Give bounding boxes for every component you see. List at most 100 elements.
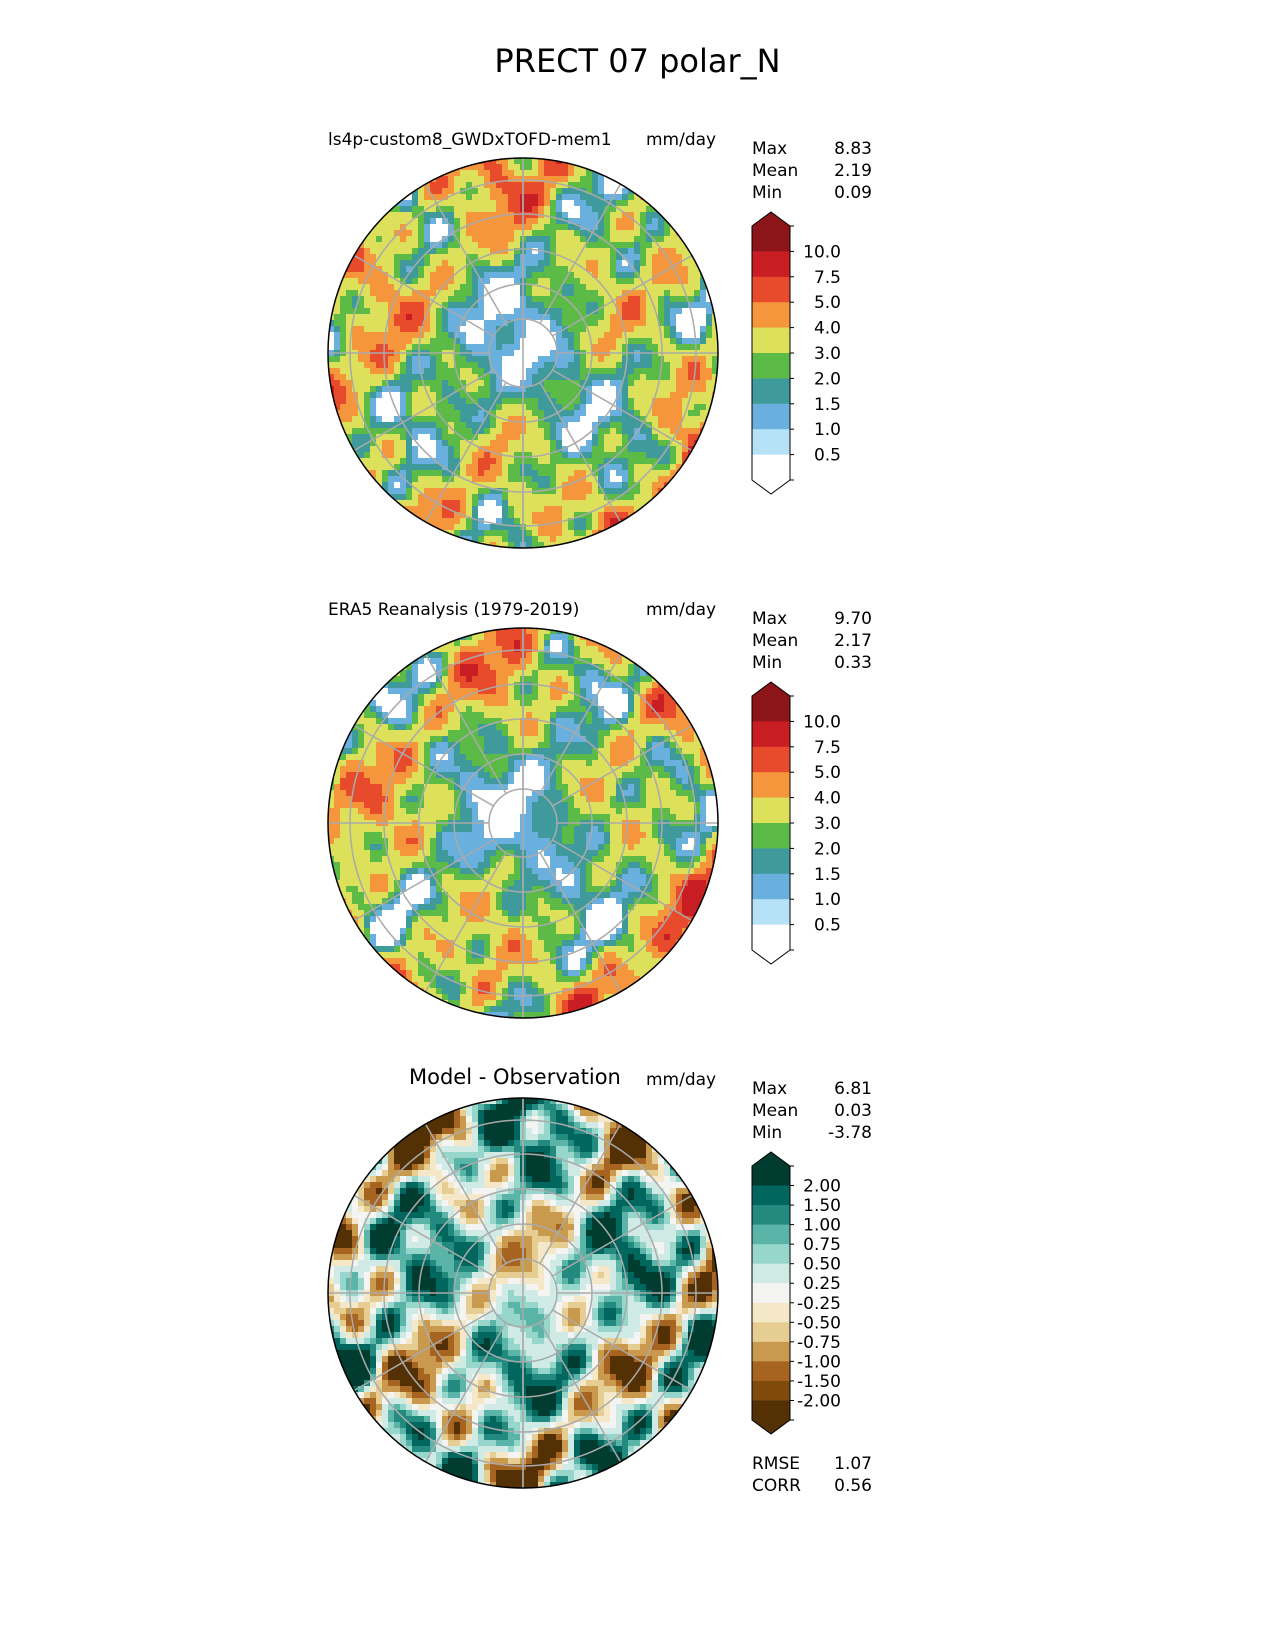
map-cell <box>574 218 580 224</box>
map-cell <box>622 224 628 230</box>
map-cell <box>412 308 418 314</box>
map-cell <box>652 440 658 446</box>
map-cell <box>532 416 538 422</box>
map-cell <box>448 230 454 236</box>
map-cell <box>454 506 460 512</box>
map-cell <box>406 206 412 212</box>
map-cell <box>400 706 406 712</box>
map-cell <box>376 790 382 796</box>
map-cell <box>622 712 628 718</box>
map-cell <box>586 422 592 428</box>
map-cell <box>550 464 556 470</box>
map-cell <box>664 718 670 724</box>
map-cell <box>682 278 688 284</box>
map-cell <box>430 368 436 374</box>
map-cell <box>532 392 538 398</box>
colorbar-segment <box>752 429 790 456</box>
map-cell <box>634 434 640 440</box>
map-cell <box>682 332 688 338</box>
map-cell <box>610 212 616 218</box>
map-cell <box>400 314 406 320</box>
map-cell <box>478 646 484 652</box>
map-cell <box>448 218 454 224</box>
map-cell <box>532 628 538 634</box>
map-cell <box>514 772 520 778</box>
map-cell <box>508 170 514 176</box>
map-cell <box>526 290 532 296</box>
map-cell <box>568 784 574 790</box>
map-cell <box>346 434 352 440</box>
map-cell <box>454 664 460 670</box>
map-cell <box>430 778 436 784</box>
map-cell <box>406 404 412 410</box>
map-cell <box>478 188 484 194</box>
map-cell <box>412 206 418 212</box>
map-cell <box>388 398 394 404</box>
map-cell <box>388 482 394 488</box>
map-cell <box>388 488 394 494</box>
map-cell <box>670 254 676 260</box>
map-cell <box>454 446 460 452</box>
map-cell <box>598 422 604 428</box>
map-cell <box>562 332 568 338</box>
map-cell <box>430 344 436 350</box>
map-cell <box>592 718 598 724</box>
map-cell <box>610 404 616 410</box>
map-cell <box>442 778 448 784</box>
map-cell <box>436 266 442 272</box>
map-cell <box>550 718 556 724</box>
map-cell <box>652 712 658 718</box>
map-cell <box>646 320 652 326</box>
map-cell <box>484 380 490 386</box>
map-cell <box>676 760 682 766</box>
map-cell <box>562 362 568 368</box>
map-cell <box>526 248 532 254</box>
map-cell <box>382 302 388 308</box>
map-cell <box>634 266 640 272</box>
map-cell <box>556 652 562 658</box>
map-cell <box>556 494 562 500</box>
map-cell <box>442 230 448 236</box>
map-cell <box>430 308 436 314</box>
map-cell <box>604 416 610 422</box>
map-cell <box>454 542 460 548</box>
map-cell <box>394 506 400 512</box>
map-cell <box>676 476 682 482</box>
map-cell <box>628 712 634 718</box>
map-cell <box>676 374 682 380</box>
map-cell <box>586 284 592 290</box>
map-cell <box>592 446 598 452</box>
map-cell <box>592 242 598 248</box>
map-cell <box>688 326 694 332</box>
map-cell <box>466 658 472 664</box>
map-cell <box>580 784 586 790</box>
map-cell <box>466 284 472 290</box>
map-cell <box>580 640 586 646</box>
map-cell <box>646 494 652 500</box>
map-cell <box>454 338 460 344</box>
map-cell <box>586 652 592 658</box>
map-cell <box>502 302 508 308</box>
map-cell <box>580 356 586 362</box>
map-cell <box>550 302 556 308</box>
map-cell <box>388 748 394 754</box>
map-cell <box>616 242 622 248</box>
map-cell <box>502 778 508 784</box>
map-cell <box>478 170 484 176</box>
map-cell <box>670 784 676 790</box>
map-cell <box>580 182 586 188</box>
map-cell <box>532 182 538 188</box>
map-cell <box>376 332 382 338</box>
map-cell <box>514 290 520 296</box>
map-cell <box>604 380 610 386</box>
map-cell <box>394 404 400 410</box>
map-cell <box>436 374 442 380</box>
map-cell <box>460 506 466 512</box>
map-cell <box>364 302 370 308</box>
map-cell <box>628 706 634 712</box>
map-cell <box>472 176 478 182</box>
map-cell <box>532 206 538 212</box>
map-cell <box>340 748 346 754</box>
map-cell <box>346 308 352 314</box>
map-cell <box>490 748 496 754</box>
